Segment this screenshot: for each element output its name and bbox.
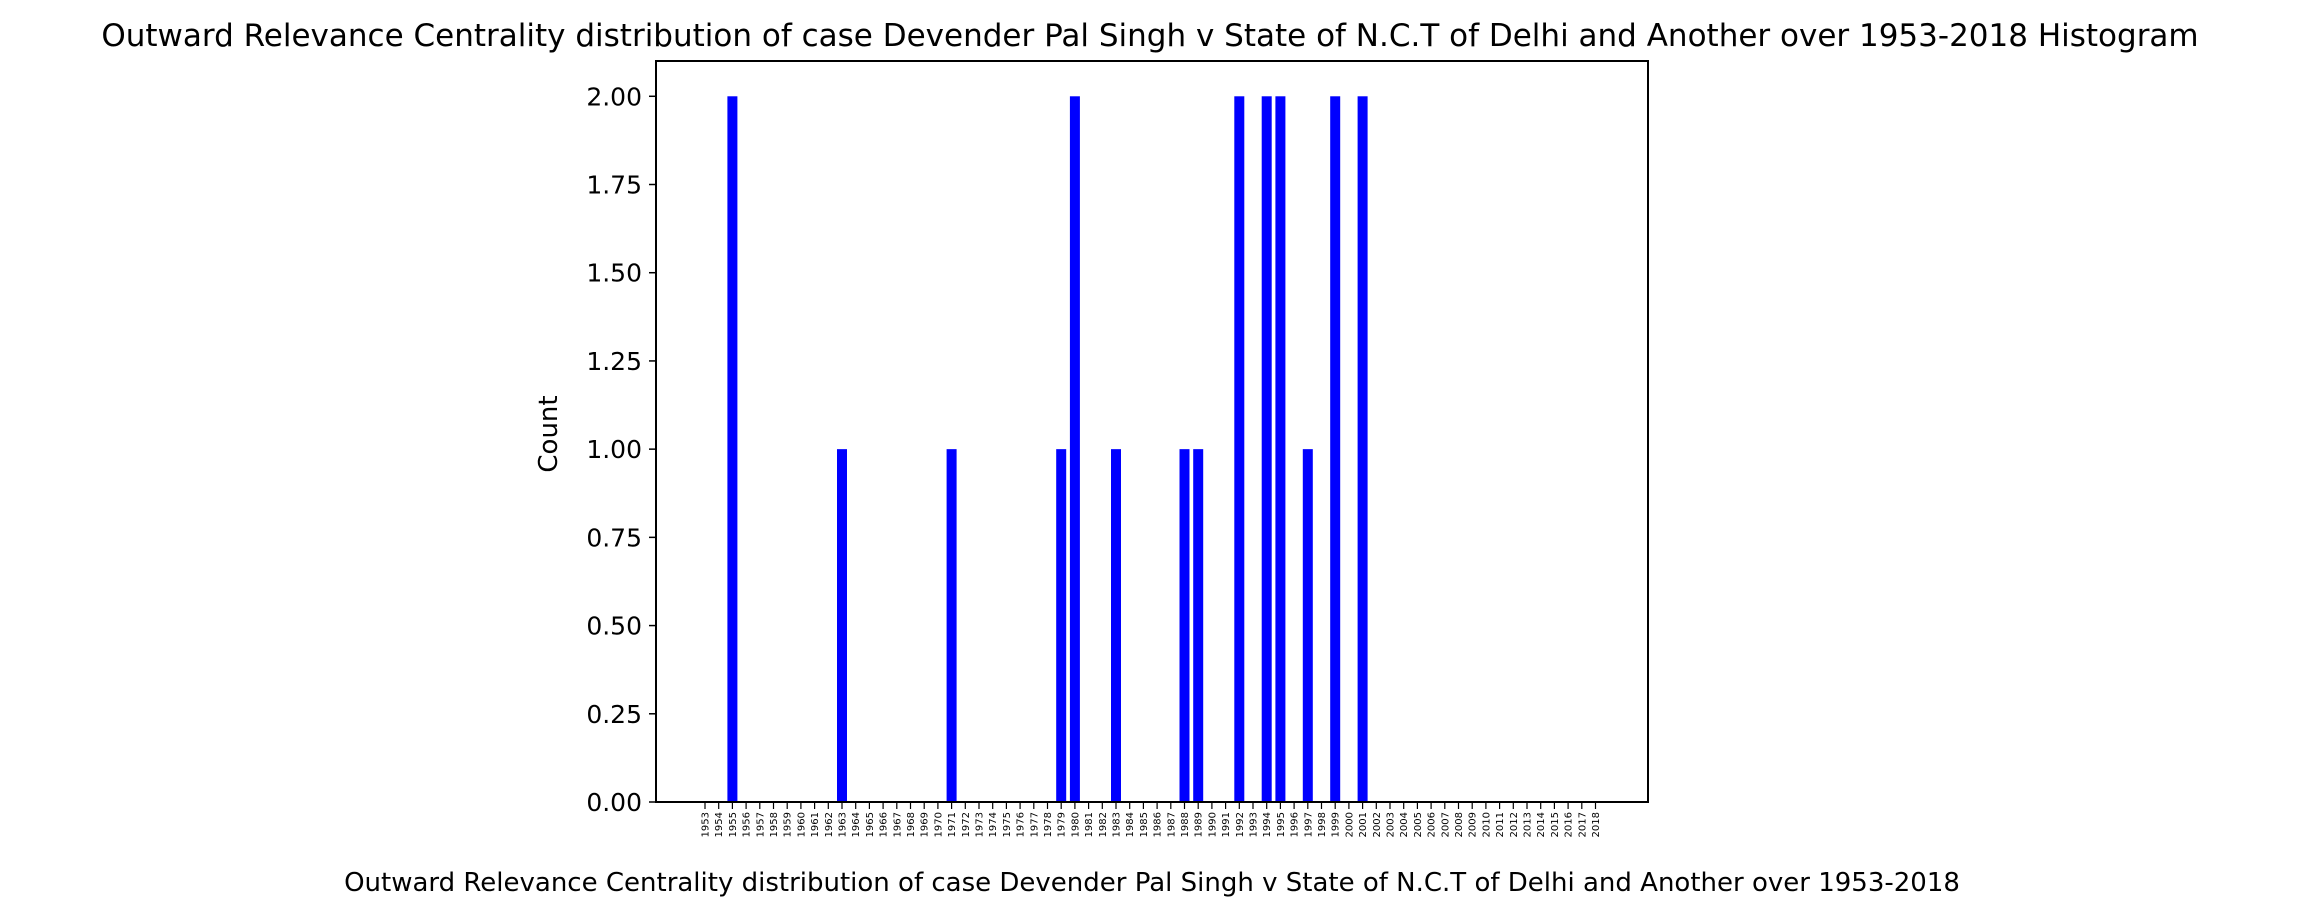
x-tick-label: 1990 <box>1207 812 1218 837</box>
bar-1988 <box>1179 449 1190 802</box>
x-tick-label: 1986 <box>1153 812 1164 837</box>
bar-2001 <box>1357 96 1368 803</box>
x-tick-label: 1955 <box>728 812 739 837</box>
x-tick-label: 2009 <box>1468 812 1479 837</box>
x-axis: 1953 1954 1955 1956 1957 1958 1959 1960 1961 1962… <box>701 802 1602 837</box>
bar-1997 <box>1302 449 1313 802</box>
y-axis: 0.00 0.25 0.50 0.75 1.00 1.25 1.50 1.75 2.00 <box>586 82 656 817</box>
bar-1999 <box>1330 96 1341 803</box>
x-tick-label: 1957 <box>755 812 766 837</box>
x-tick-label: 1996 <box>1290 812 1301 837</box>
x-tick-label: 1994 <box>1262 812 1273 837</box>
y-tick-label: 2.00 <box>586 82 642 111</box>
x-tick-label: 1966 <box>879 812 890 837</box>
x-tick-label: 1963 <box>838 812 849 837</box>
x-tick-label: 2008 <box>1454 812 1465 837</box>
x-tick-label: 1995 <box>1276 812 1287 837</box>
x-tick-label: 1965 <box>865 812 876 837</box>
x-tick-label: 1964 <box>851 812 862 837</box>
bar-1979 <box>1056 449 1067 802</box>
x-tick-label: 1953 <box>701 812 712 837</box>
y-tick-label: 1.25 <box>586 347 642 376</box>
y-tick-label: 1.00 <box>586 435 642 464</box>
x-tick-label: 1969 <box>920 812 931 837</box>
bar-1989 <box>1193 449 1204 802</box>
x-tick-label: 1989 <box>1194 812 1205 837</box>
x-tick-label: 2002 <box>1372 812 1383 837</box>
x-tick-label: 2015 <box>1550 812 1561 837</box>
x-tick-label: 1975 <box>1002 812 1013 837</box>
x-tick-label: 1974 <box>988 812 999 837</box>
x-tick-label: 2003 <box>1386 812 1397 837</box>
x-tick-label: 1958 <box>769 812 780 837</box>
x-tick-label: 1981 <box>1084 812 1095 837</box>
x-tick-label: 1992 <box>1235 812 1246 837</box>
x-tick-label: 1984 <box>1125 812 1136 837</box>
chart-title: Outward Relevance Centrality distributio… <box>101 18 2198 54</box>
x-tick-label: 1976 <box>1016 812 1027 837</box>
x-tick-label: 2007 <box>1440 812 1451 837</box>
x-tick-label: 1967 <box>892 812 903 837</box>
x-tick-label: 1959 <box>783 812 794 837</box>
bar-1983 <box>1111 449 1121 802</box>
x-tick-label: 1978 <box>1043 812 1054 837</box>
y-tick-label: 1.50 <box>586 259 642 288</box>
x-tick-label: 1973 <box>975 812 986 837</box>
x-tick-label: 2012 <box>1509 812 1520 837</box>
x-tick-label: 1979 <box>1057 812 1068 837</box>
bar-1992 <box>1234 96 1245 803</box>
x-tick-label: 2004 <box>1399 812 1410 837</box>
x-tick-label: 1972 <box>961 812 972 837</box>
x-tick-label: 1998 <box>1317 812 1328 837</box>
bar-1995 <box>1275 96 1286 803</box>
x-tick-label: 1970 <box>933 812 944 837</box>
bars-group <box>700 96 1601 803</box>
x-tick-label: 2010 <box>1481 812 1492 837</box>
x-tick-label: 2001 <box>1358 812 1369 837</box>
x-tick-label: 1993 <box>1249 812 1260 837</box>
x-tick-label: 1999 <box>1331 812 1342 837</box>
plot-frame <box>655 60 1649 803</box>
y-axis-label: Count <box>534 395 564 472</box>
x-tick-label: 1968 <box>906 812 917 837</box>
x-tick-label: 2017 <box>1577 812 1588 837</box>
x-tick-label: 2006 <box>1427 812 1438 837</box>
x-axis-label: Outward Relevance Centrality distributio… <box>344 868 1960 898</box>
x-tick-label: 1962 <box>824 812 835 837</box>
x-tick-label: 1997 <box>1303 812 1314 837</box>
x-tick-label: 1956 <box>742 812 753 837</box>
x-tick-label: 2014 <box>1536 812 1547 837</box>
bar-1980 <box>1069 96 1080 803</box>
bar-1971 <box>946 449 957 802</box>
bar-1955 <box>727 96 738 803</box>
x-tick-label: 2013 <box>1523 812 1534 837</box>
x-tick-label: 2016 <box>1564 812 1575 837</box>
x-tick-label: 1982 <box>1098 812 1109 837</box>
x-tick-label: 1971 <box>947 812 958 837</box>
bar-1994 <box>1261 96 1272 803</box>
x-tick-label: 2018 <box>1591 812 1602 837</box>
x-tick-label: 1954 <box>714 812 725 837</box>
y-tick-label: 0.75 <box>586 523 642 552</box>
x-tick-label: 1987 <box>1166 812 1177 837</box>
bar-1963 <box>837 449 847 802</box>
x-tick-label: 2000 <box>1344 812 1355 837</box>
x-tick-label: 1985 <box>1139 812 1150 837</box>
x-tick-label: 1991 <box>1221 812 1232 837</box>
y-tick-label: 0.25 <box>586 700 642 729</box>
x-tick-label: 1977 <box>1029 812 1040 837</box>
x-tick-label: 1961 <box>810 812 821 837</box>
x-tick-label: 1988 <box>1180 812 1191 837</box>
x-tick-label: 1980 <box>1070 812 1081 837</box>
y-tick-label: 1.75 <box>586 171 642 200</box>
x-tick-label: 1983 <box>1112 812 1123 837</box>
x-tick-label: 1960 <box>796 812 807 837</box>
y-tick-label: 0.00 <box>586 788 642 817</box>
x-tick-label: 2005 <box>1413 812 1424 837</box>
x-tick-label: 2011 <box>1495 812 1506 837</box>
y-tick-label: 0.50 <box>586 612 642 641</box>
